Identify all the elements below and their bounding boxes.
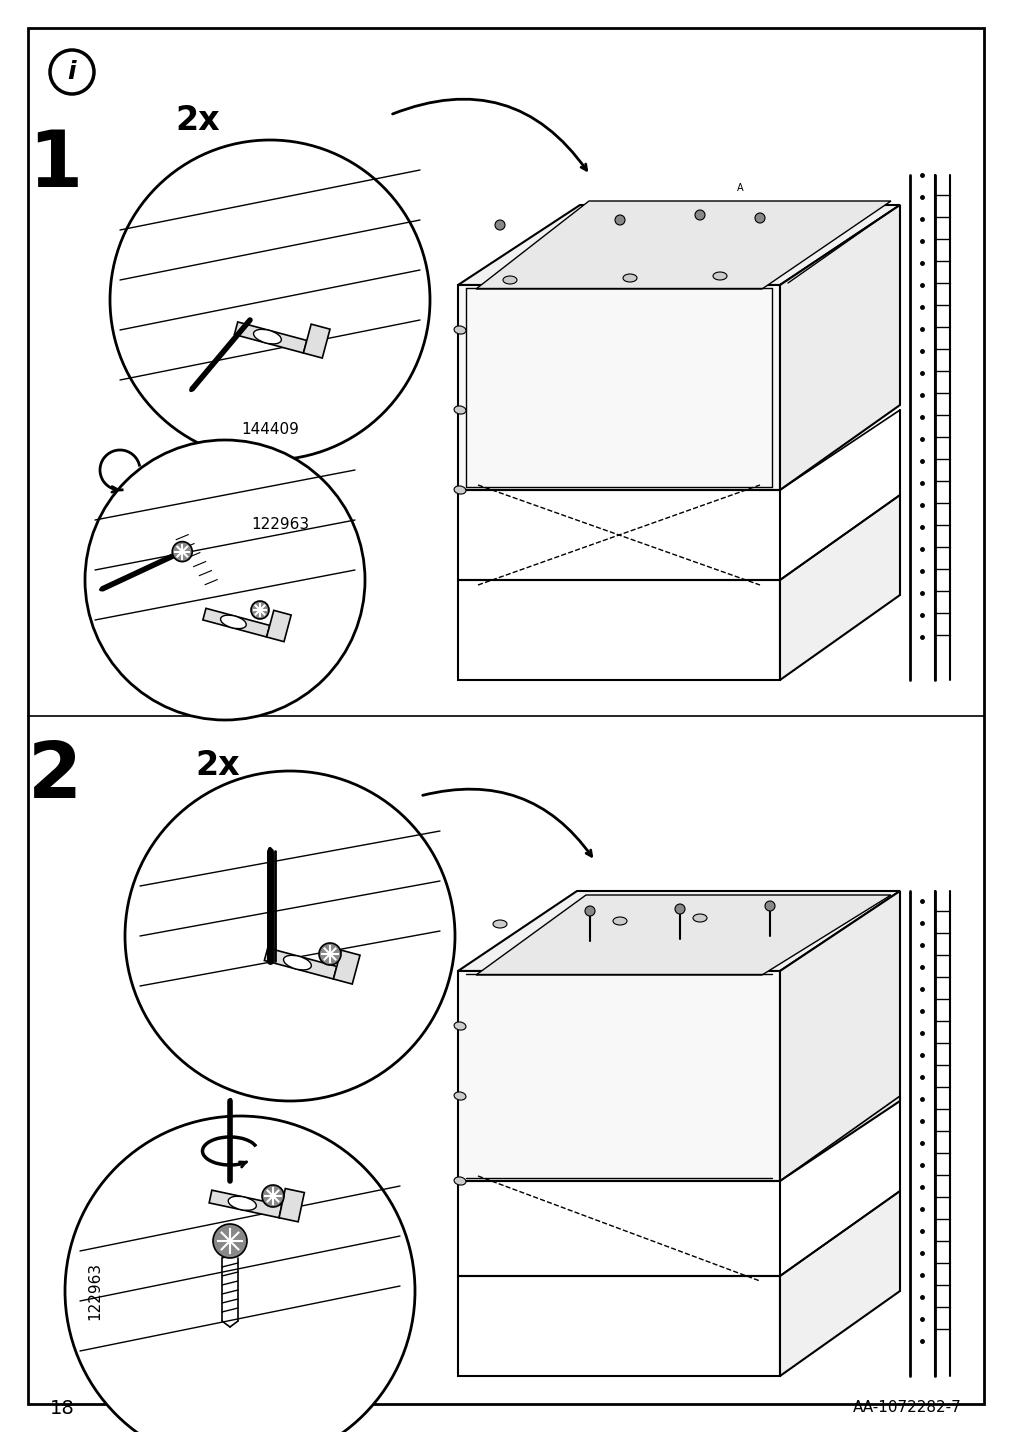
Text: 122963: 122963 bbox=[251, 517, 308, 533]
Polygon shape bbox=[779, 205, 899, 490]
Circle shape bbox=[754, 213, 764, 223]
Circle shape bbox=[584, 906, 594, 916]
Polygon shape bbox=[475, 895, 890, 975]
Ellipse shape bbox=[713, 272, 726, 281]
Polygon shape bbox=[202, 609, 270, 637]
Circle shape bbox=[494, 221, 504, 231]
Circle shape bbox=[172, 541, 192, 561]
Text: 144409: 144409 bbox=[241, 422, 298, 438]
Polygon shape bbox=[235, 322, 306, 354]
Ellipse shape bbox=[228, 1196, 256, 1210]
Polygon shape bbox=[264, 948, 337, 979]
Ellipse shape bbox=[220, 616, 246, 629]
Text: 122963: 122963 bbox=[87, 1262, 102, 1320]
Circle shape bbox=[251, 601, 269, 619]
Circle shape bbox=[764, 901, 774, 911]
Ellipse shape bbox=[502, 276, 517, 284]
Text: 2x: 2x bbox=[175, 103, 219, 136]
Text: 18: 18 bbox=[50, 1399, 75, 1418]
Circle shape bbox=[674, 904, 684, 914]
Ellipse shape bbox=[454, 1177, 465, 1186]
Polygon shape bbox=[458, 205, 899, 285]
Polygon shape bbox=[779, 1191, 899, 1376]
Ellipse shape bbox=[254, 329, 281, 344]
Ellipse shape bbox=[454, 1022, 465, 1030]
Ellipse shape bbox=[454, 485, 465, 494]
Text: A: A bbox=[736, 183, 742, 193]
Circle shape bbox=[318, 944, 341, 965]
Ellipse shape bbox=[454, 405, 465, 414]
Ellipse shape bbox=[492, 919, 507, 928]
Circle shape bbox=[615, 215, 625, 225]
Polygon shape bbox=[779, 891, 899, 1181]
Polygon shape bbox=[303, 324, 330, 358]
Circle shape bbox=[65, 1116, 415, 1432]
Polygon shape bbox=[458, 285, 779, 490]
Polygon shape bbox=[333, 949, 360, 984]
Polygon shape bbox=[458, 580, 779, 680]
Polygon shape bbox=[475, 200, 890, 289]
Polygon shape bbox=[279, 1189, 304, 1221]
Polygon shape bbox=[458, 971, 779, 1181]
Circle shape bbox=[212, 1224, 247, 1257]
Circle shape bbox=[85, 440, 365, 720]
Ellipse shape bbox=[693, 914, 707, 922]
Polygon shape bbox=[266, 610, 291, 642]
Ellipse shape bbox=[623, 274, 636, 282]
Ellipse shape bbox=[454, 326, 465, 334]
Circle shape bbox=[50, 50, 94, 95]
Text: i: i bbox=[68, 60, 76, 84]
Circle shape bbox=[262, 1186, 284, 1207]
Polygon shape bbox=[458, 891, 899, 971]
Ellipse shape bbox=[454, 1093, 465, 1100]
Ellipse shape bbox=[613, 916, 627, 925]
Polygon shape bbox=[458, 1276, 779, 1376]
Circle shape bbox=[695, 211, 705, 221]
Polygon shape bbox=[779, 495, 899, 680]
Text: AA-1072282-7: AA-1072282-7 bbox=[852, 1400, 961, 1415]
Circle shape bbox=[110, 140, 430, 460]
Text: 2x: 2x bbox=[195, 749, 240, 782]
Ellipse shape bbox=[283, 955, 311, 969]
Text: 2: 2 bbox=[28, 737, 82, 813]
Text: 1: 1 bbox=[28, 127, 82, 203]
Circle shape bbox=[125, 770, 455, 1101]
Polygon shape bbox=[209, 1190, 281, 1217]
